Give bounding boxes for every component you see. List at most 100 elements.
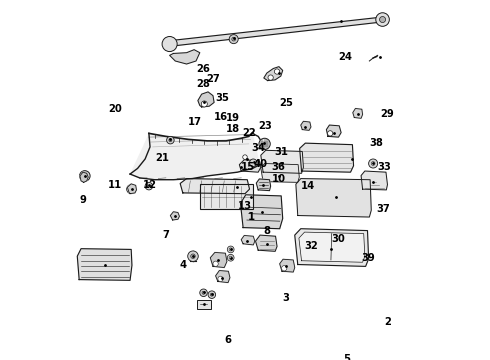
Polygon shape [241,235,255,245]
Circle shape [229,35,238,44]
Text: 5: 5 [343,355,350,360]
Circle shape [201,101,207,107]
Circle shape [229,248,232,251]
Circle shape [162,36,177,51]
Text: 29: 29 [380,109,393,119]
Circle shape [282,266,287,271]
Text: 28: 28 [196,79,210,89]
Text: 11: 11 [108,180,122,190]
Text: 2: 2 [385,317,392,327]
Polygon shape [127,184,136,194]
Bar [197,300,211,309]
Polygon shape [261,163,299,183]
Text: 17: 17 [188,117,202,127]
Polygon shape [299,232,365,262]
Circle shape [126,185,136,194]
Text: 25: 25 [279,98,293,108]
Text: 37: 37 [376,204,390,214]
Text: 15: 15 [241,162,255,172]
Text: 4: 4 [179,260,187,270]
Text: 6: 6 [225,335,232,345]
Polygon shape [256,235,277,251]
Text: 33: 33 [378,162,392,172]
Text: 36: 36 [271,162,285,172]
Polygon shape [170,50,200,64]
Polygon shape [77,249,132,280]
Polygon shape [241,195,283,229]
Circle shape [229,256,232,259]
Circle shape [218,276,223,282]
Circle shape [227,246,234,253]
Text: 35: 35 [215,93,229,103]
Text: 8: 8 [263,226,270,237]
Circle shape [249,159,257,167]
Circle shape [210,293,213,296]
Circle shape [232,37,236,41]
Polygon shape [296,179,371,217]
Text: 21: 21 [155,153,169,163]
Polygon shape [168,18,385,46]
Polygon shape [280,259,295,272]
Polygon shape [171,212,179,220]
Polygon shape [180,179,249,194]
Text: 20: 20 [109,104,122,114]
Text: 39: 39 [361,253,375,263]
Polygon shape [326,125,341,137]
Text: 9: 9 [79,195,86,205]
Circle shape [167,136,174,144]
FancyBboxPatch shape [200,184,252,209]
Circle shape [368,159,378,168]
Polygon shape [80,172,88,183]
Text: 34: 34 [252,143,266,153]
Text: 27: 27 [207,74,220,84]
Polygon shape [216,270,230,283]
Polygon shape [353,108,363,118]
Text: 10: 10 [271,174,285,184]
Polygon shape [301,121,311,130]
Polygon shape [130,132,260,180]
Circle shape [169,139,172,141]
Circle shape [268,75,273,80]
Text: 40: 40 [253,158,267,168]
Text: 19: 19 [225,113,240,122]
Circle shape [243,155,247,159]
Polygon shape [256,179,270,191]
Text: 1: 1 [248,212,255,222]
Circle shape [188,251,198,261]
Polygon shape [300,143,354,172]
Text: 32: 32 [305,242,318,251]
Polygon shape [210,252,227,267]
Circle shape [200,289,207,297]
Circle shape [376,13,390,26]
Text: 31: 31 [274,147,289,157]
Circle shape [213,261,218,266]
Circle shape [202,291,205,294]
Circle shape [79,171,90,181]
Text: 26: 26 [196,63,210,73]
Text: 24: 24 [339,52,352,62]
Circle shape [191,254,195,258]
Polygon shape [361,171,388,190]
Text: 7: 7 [162,230,169,240]
Circle shape [208,291,216,298]
Circle shape [380,17,386,23]
Text: 30: 30 [331,234,344,244]
Circle shape [227,254,234,261]
Circle shape [371,162,375,165]
Text: 38: 38 [369,138,383,148]
Text: 18: 18 [225,124,240,134]
Circle shape [274,69,280,74]
Polygon shape [295,229,368,266]
Polygon shape [239,160,261,172]
Text: 16: 16 [214,112,228,122]
Text: 3: 3 [283,293,290,303]
Polygon shape [264,67,283,81]
Text: 12: 12 [143,180,156,190]
Circle shape [145,183,153,190]
Text: 23: 23 [258,121,272,131]
Text: 13: 13 [238,201,251,211]
Circle shape [259,138,270,149]
Polygon shape [261,150,303,173]
Text: 22: 22 [242,129,256,138]
Circle shape [327,131,333,136]
